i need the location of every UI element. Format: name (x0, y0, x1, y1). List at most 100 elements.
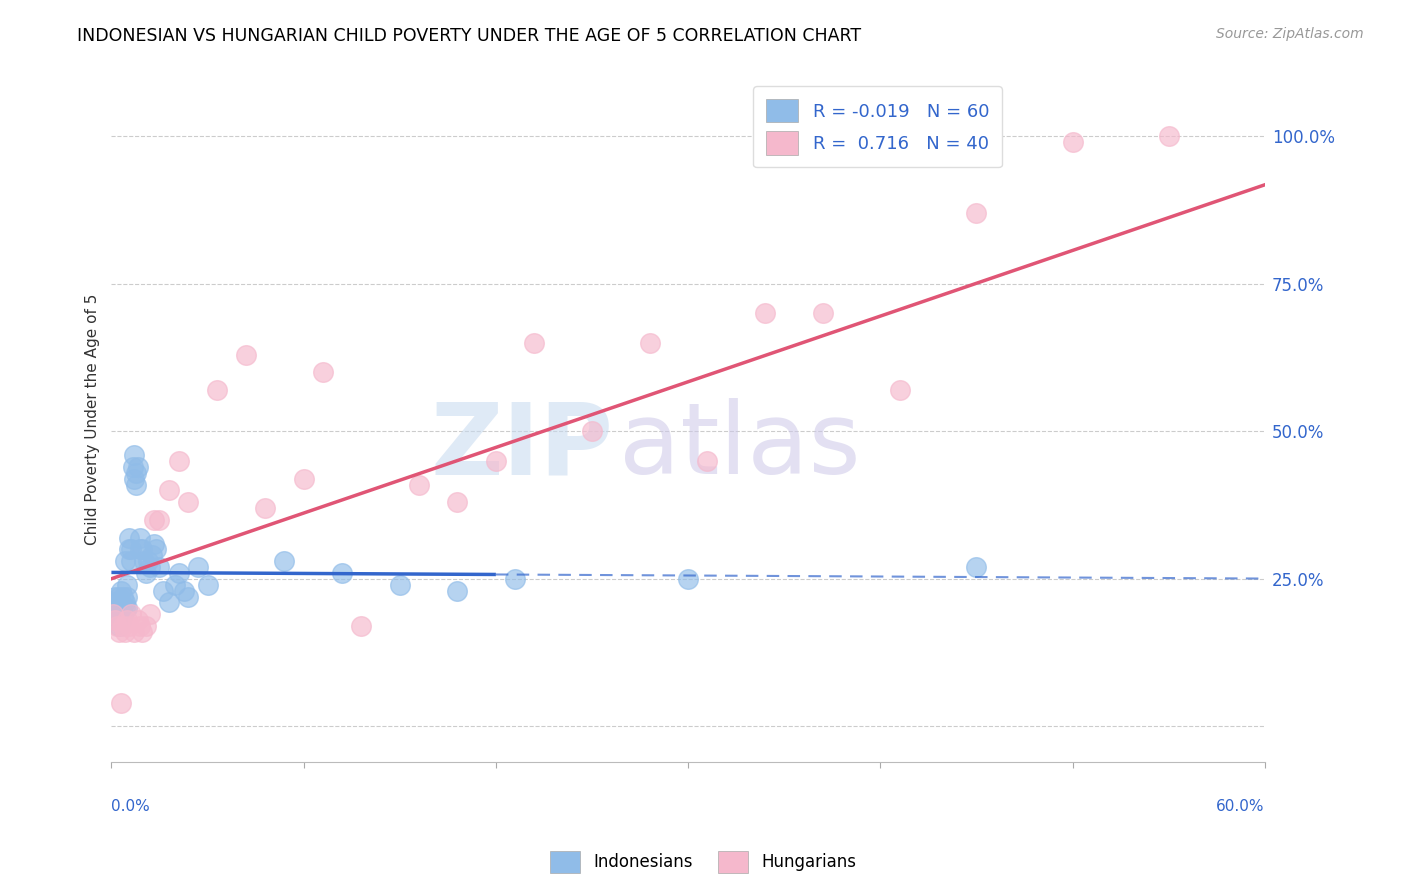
Point (350, 619, 373, 633)
Point (115, 601, 138, 615)
Point (129, 542, 152, 557)
Point (105, 619, 128, 633)
Point (408, 477, 430, 491)
Point (157, 595, 180, 609)
Point (173, 583, 195, 598)
Point (114, 595, 136, 609)
Point (503, 572, 526, 586)
Text: 60.0%: 60.0% (1216, 799, 1265, 814)
Point (254, 501, 277, 516)
Point (111, 590, 134, 604)
Text: INDONESIAN VS HUNGARIAN CHILD POVERTY UNDER THE AGE OF 5 CORRELATION CHART: INDONESIAN VS HUNGARIAN CHILD POVERTY UN… (77, 27, 862, 45)
Point (167, 454, 190, 468)
Point (104, 613, 127, 627)
Point (105, 601, 128, 615)
Point (115, 578, 138, 592)
Point (638, 335, 661, 350)
Point (148, 513, 170, 527)
Y-axis label: Child Poverty Under the Age of 5: Child Poverty Under the Age of 5 (86, 294, 100, 545)
Point (446, 583, 468, 598)
Point (105, 595, 128, 609)
Point (205, 383, 228, 397)
Text: atlas: atlas (619, 399, 860, 495)
Point (104, 613, 127, 627)
Point (330, 566, 353, 580)
Point (108, 607, 131, 622)
Point (127, 459, 149, 474)
Point (124, 472, 146, 486)
Point (889, 383, 911, 397)
Point (167, 566, 190, 580)
Point (111, 619, 134, 633)
Text: Source: ZipAtlas.com: Source: ZipAtlas.com (1216, 27, 1364, 41)
Point (754, 306, 776, 320)
Point (114, 625, 136, 640)
Point (142, 536, 165, 550)
Point (103, 601, 125, 615)
Point (108, 590, 131, 604)
Point (110, 696, 132, 710)
Point (581, 425, 603, 439)
Point (108, 619, 131, 633)
Point (145, 542, 167, 557)
Point (965, 560, 987, 574)
Point (388, 578, 411, 592)
Point (127, 613, 149, 627)
Point (120, 542, 142, 557)
Point (273, 554, 295, 568)
Point (125, 477, 148, 491)
Point (131, 542, 153, 557)
Point (177, 590, 200, 604)
Point (120, 554, 142, 568)
Point (139, 560, 162, 574)
Point (148, 560, 170, 574)
Point (1157, 129, 1180, 144)
Point (135, 566, 157, 580)
Point (139, 607, 162, 622)
Point (131, 625, 153, 640)
Point (110, 601, 132, 615)
Point (115, 590, 138, 604)
Point (312, 366, 335, 380)
Legend: R = -0.019   N = 60, R =  0.716   N = 40: R = -0.019 N = 60, R = 0.716 N = 40 (754, 87, 1002, 167)
Point (104, 590, 127, 604)
Point (157, 483, 180, 498)
Point (235, 348, 257, 362)
Point (115, 613, 138, 627)
Point (152, 583, 174, 598)
Point (485, 454, 508, 468)
Point (105, 607, 128, 622)
Point (103, 607, 125, 622)
Point (108, 601, 131, 615)
Point (523, 335, 546, 350)
Point (676, 572, 699, 586)
Text: ZIP: ZIP (430, 399, 613, 495)
Point (142, 513, 165, 527)
Legend: Indonesians, Hungarians: Indonesians, Hungarians (543, 845, 863, 880)
Point (114, 554, 136, 568)
Point (118, 542, 141, 557)
Point (118, 619, 141, 633)
Point (141, 549, 163, 563)
Point (108, 625, 131, 640)
Point (1062, 136, 1084, 150)
Point (187, 560, 209, 574)
Point (111, 607, 134, 622)
Point (292, 472, 315, 486)
Point (120, 607, 142, 622)
Point (110, 613, 132, 627)
Point (446, 495, 468, 509)
Point (135, 619, 157, 633)
Point (121, 459, 143, 474)
Point (696, 454, 718, 468)
Text: 0.0%: 0.0% (111, 799, 150, 814)
Point (124, 448, 146, 462)
Point (965, 206, 987, 220)
Point (197, 578, 219, 592)
Point (163, 578, 186, 592)
Point (125, 466, 148, 480)
Point (103, 607, 125, 622)
Point (110, 583, 132, 598)
Point (124, 625, 146, 640)
Point (118, 531, 141, 545)
